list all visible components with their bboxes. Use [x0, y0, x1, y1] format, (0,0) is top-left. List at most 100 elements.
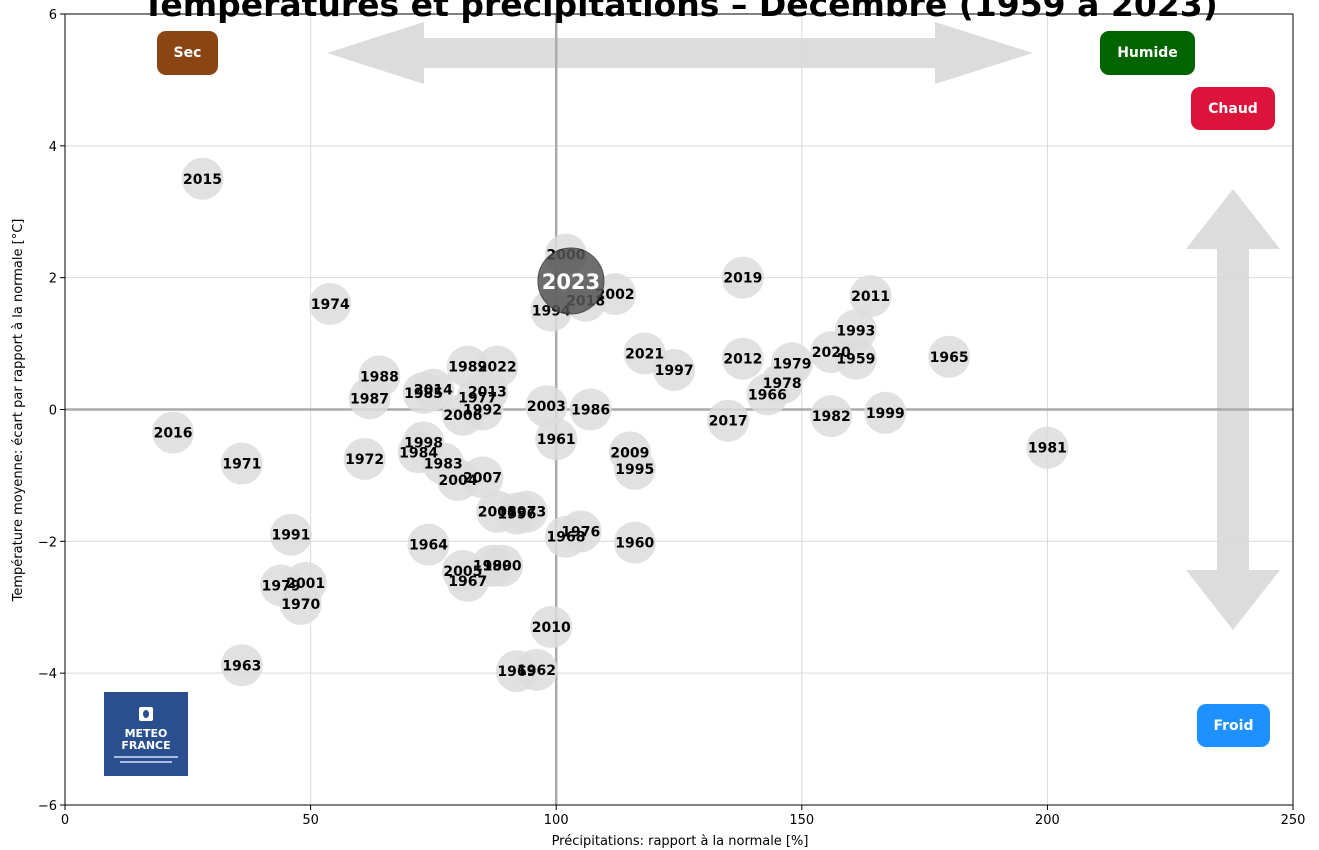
- data-point: [412, 368, 455, 411]
- hot-badge: Chaud: [1191, 87, 1275, 130]
- point-marker: [1026, 426, 1069, 469]
- data-point: [343, 437, 386, 480]
- data-point: [569, 388, 612, 431]
- data-point: [481, 544, 524, 587]
- point-label: 1961: [537, 432, 576, 448]
- logo-line-2: FRANCE: [121, 739, 171, 752]
- point-marker: [343, 437, 386, 480]
- data-point: [220, 442, 263, 485]
- point-marker: [505, 490, 548, 533]
- point-marker: [535, 418, 578, 461]
- point-label: 2017: [709, 414, 748, 430]
- data-point: [152, 411, 195, 454]
- y-tick-label: 6: [49, 8, 57, 23]
- point-label: 2021: [625, 346, 664, 362]
- point-label: 1981: [1028, 441, 1067, 457]
- point-marker: [810, 395, 853, 438]
- point-marker: [707, 399, 750, 442]
- point-label: 1991: [271, 528, 310, 544]
- point-label: 1989: [448, 360, 487, 376]
- point-label: 1997: [655, 363, 694, 379]
- point-label: 1967: [448, 574, 487, 590]
- meteo-france-logo: METEO FRANCE: [104, 692, 188, 776]
- point-marker: [412, 368, 455, 411]
- data-point: [594, 273, 637, 316]
- point-marker: [721, 256, 764, 299]
- data-point: [707, 399, 750, 442]
- point-label: 1984: [399, 445, 438, 461]
- point-label: 1995: [615, 462, 654, 478]
- point-label: 1973: [507, 505, 546, 521]
- point-label: 2015: [183, 172, 222, 188]
- x-tick-label: 0: [61, 813, 69, 828]
- point-marker: [928, 335, 971, 378]
- point-marker: [279, 582, 322, 625]
- point-label: 1987: [350, 391, 389, 407]
- point-marker: [220, 442, 263, 485]
- data-point: [181, 157, 224, 200]
- point-marker: [721, 337, 764, 380]
- point-marker: [152, 411, 195, 454]
- point-label: 1990: [483, 559, 522, 575]
- y-tick-label: −6: [38, 799, 57, 814]
- data-point: [407, 523, 450, 566]
- data-point: [279, 582, 322, 625]
- point-label: 1970: [281, 597, 320, 613]
- point-label: 2002: [596, 287, 635, 303]
- point-label: 2004: [438, 473, 477, 489]
- axes: 0 50 100 150 200 250 −6 −4 −2 0 2 4 6: [38, 8, 1306, 828]
- point-label: 1979: [772, 356, 811, 372]
- data-point: [461, 388, 504, 431]
- point-label: 1996: [497, 507, 536, 523]
- x-tick-label: 100: [544, 813, 569, 828]
- point-label: 1992: [463, 403, 502, 419]
- point-label: 1978: [763, 376, 802, 392]
- data-point: [309, 283, 352, 326]
- point-marker: [864, 391, 907, 434]
- data-point: [545, 515, 588, 558]
- y-tick-label: 2: [49, 272, 57, 287]
- point-marker: [746, 373, 789, 416]
- y-axis-title: Température moyenne: écart par rapport à…: [11, 219, 26, 603]
- point-label: 2020: [812, 345, 851, 361]
- point-label: 1969: [497, 664, 536, 680]
- point-label: 1999: [866, 406, 905, 422]
- point-label: 2003: [527, 399, 566, 415]
- point-marker: [613, 447, 656, 490]
- point-label: 1993: [836, 323, 875, 339]
- wet-badge: Humide: [1100, 31, 1195, 75]
- x-tick-label: 250: [1281, 813, 1306, 828]
- point-label: 1977: [458, 391, 497, 407]
- point-label: 1985: [404, 386, 443, 402]
- point-label: 1971: [222, 457, 261, 473]
- point-marker: [849, 275, 892, 318]
- point-label: 1959: [836, 352, 875, 368]
- point-label: 2022: [478, 360, 517, 376]
- reference-lines: [65, 14, 1293, 805]
- point-marker: [481, 544, 524, 587]
- point-marker: [181, 157, 224, 200]
- data-point: [348, 377, 391, 420]
- data-point: [849, 275, 892, 318]
- y-tick-label: 4: [49, 140, 57, 155]
- logo-line-1: METEO: [124, 727, 168, 740]
- highlight-marker: [537, 247, 605, 315]
- point-label: 1972: [345, 452, 384, 468]
- point-marker: [653, 348, 696, 391]
- point-label: 2008: [478, 505, 517, 521]
- y-tick-label: −4: [38, 667, 57, 682]
- point-marker: [461, 456, 504, 499]
- point-label: 1974: [311, 297, 350, 313]
- data-point: [461, 456, 504, 499]
- point-label: 1964: [409, 538, 448, 554]
- point-label: 1979: [262, 578, 301, 594]
- data-point: [653, 348, 696, 391]
- point-marker: [834, 337, 877, 380]
- point-label: 1982: [812, 409, 851, 425]
- point-marker: [530, 606, 573, 649]
- x-tick-label: 200: [1035, 813, 1060, 828]
- point-label: 1983: [424, 457, 463, 473]
- x-axis-title: Précipitations: rapport à la normale [%]: [552, 834, 809, 849]
